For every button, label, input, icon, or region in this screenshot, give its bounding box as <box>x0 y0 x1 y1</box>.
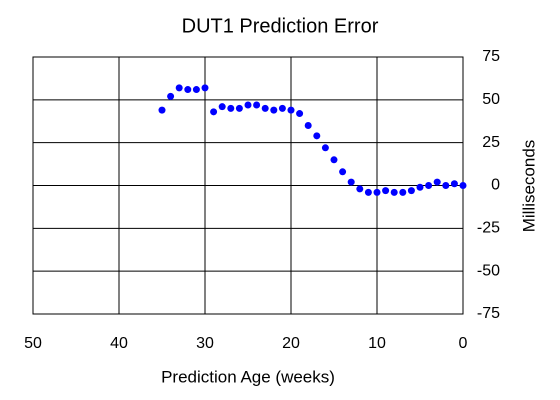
x-tick-label: 0 <box>459 335 468 352</box>
point <box>347 178 355 186</box>
y-tick-label: -25 <box>477 220 500 237</box>
point <box>192 86 200 94</box>
point <box>253 101 261 109</box>
x-tick-label: 40 <box>110 335 128 352</box>
x-tick-label: 50 <box>24 335 42 352</box>
y-tick-label: -50 <box>477 262 500 279</box>
point <box>442 182 450 189</box>
point <box>330 156 338 164</box>
point <box>175 84 183 92</box>
point <box>416 183 424 191</box>
point <box>373 188 381 196</box>
y-tick-label: 75 <box>482 48 500 65</box>
point <box>270 106 278 114</box>
point <box>218 103 226 111</box>
y-tick-label: 25 <box>482 134 500 151</box>
point <box>158 106 166 114</box>
point <box>313 132 321 140</box>
point <box>201 84 209 92</box>
point <box>407 187 415 195</box>
y-tick-label: 50 <box>482 91 500 108</box>
point <box>235 104 243 112</box>
x-axis-label: Prediction Age (weeks) <box>161 367 335 386</box>
point <box>261 104 269 112</box>
point <box>459 182 467 189</box>
point <box>296 110 304 118</box>
point <box>450 180 458 188</box>
point <box>210 108 218 116</box>
point <box>364 188 372 196</box>
point <box>339 168 347 176</box>
point <box>399 188 407 196</box>
x-tick-label: 10 <box>368 335 386 352</box>
point <box>321 144 329 152</box>
x-tick-label: 20 <box>282 335 300 352</box>
x-tick-label: 30 <box>196 335 214 352</box>
chart-title: DUT1 Prediction Error <box>182 15 379 37</box>
y-axis-label: Milliseconds <box>519 140 538 233</box>
point <box>227 104 235 112</box>
point <box>433 178 441 186</box>
point <box>167 92 175 100</box>
point <box>278 104 286 112</box>
y-tick-label: 0 <box>491 177 500 194</box>
point <box>356 185 364 193</box>
y-tick-label: -75 <box>477 305 500 322</box>
point <box>287 106 295 114</box>
point <box>382 187 390 195</box>
point <box>184 86 192 94</box>
point <box>304 122 312 130</box>
point <box>425 182 433 189</box>
point <box>244 101 252 109</box>
point <box>390 188 398 196</box>
